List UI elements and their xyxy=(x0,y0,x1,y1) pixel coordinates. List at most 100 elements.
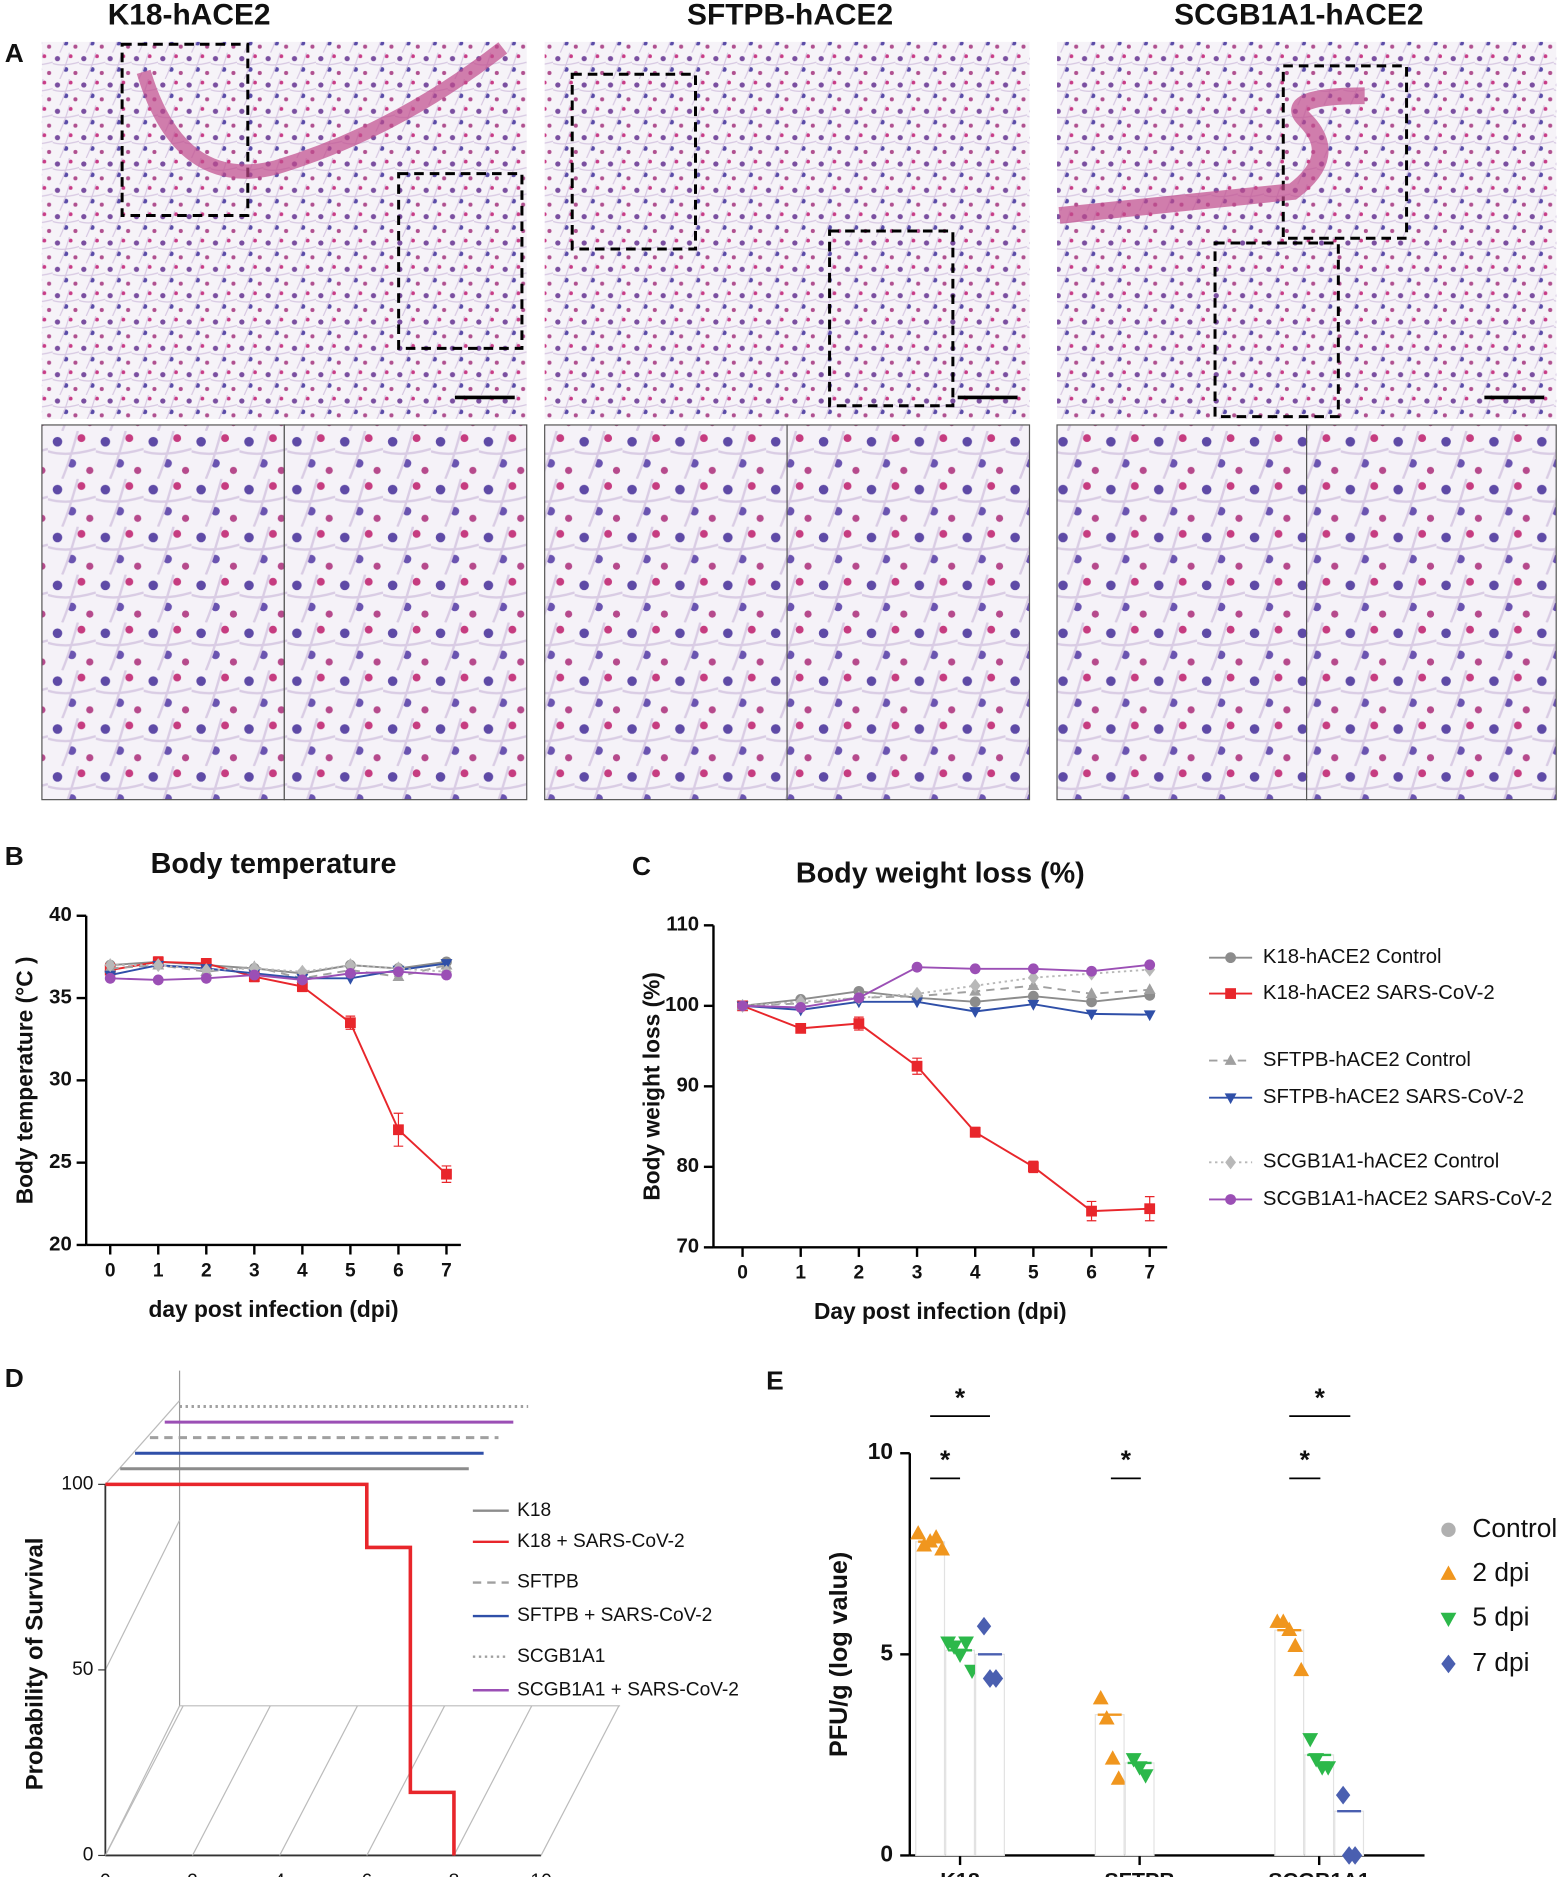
marker xyxy=(1027,963,1039,975)
legend-label: SFTPB xyxy=(517,1572,579,1593)
marker xyxy=(345,958,356,973)
y-tick-label: 10 xyxy=(868,1438,893,1464)
x-tick xyxy=(453,1705,533,1856)
x-tick xyxy=(279,1705,358,1856)
marker xyxy=(969,996,981,1008)
y-tick-label: 100 xyxy=(61,1473,93,1494)
marker xyxy=(1143,1010,1156,1022)
marker xyxy=(737,1000,748,1012)
marker xyxy=(393,1124,404,1136)
series-line xyxy=(110,970,447,981)
significance-label: * xyxy=(1315,1382,1326,1412)
y-axis-label: Body temperature (°C ) xyxy=(11,956,37,1204)
x-tick xyxy=(191,1705,271,1856)
panel-label: B xyxy=(5,841,24,871)
marker xyxy=(1225,1194,1236,1205)
y-tick-label: 5 xyxy=(880,1639,893,1665)
survival-curve xyxy=(105,1482,456,1856)
marker xyxy=(393,966,404,978)
significance-label: * xyxy=(1300,1445,1311,1475)
marker xyxy=(152,958,164,973)
marker xyxy=(910,1525,927,1540)
legend-label: K18 xyxy=(517,1500,551,1521)
x-tick-label: 7 xyxy=(1144,1263,1155,1284)
series-line xyxy=(742,968,1150,1007)
marker xyxy=(958,1636,974,1651)
marker xyxy=(1275,1613,1292,1628)
marker xyxy=(1092,1689,1109,1705)
marker xyxy=(1027,990,1039,1002)
y-tick-label: 50 xyxy=(72,1659,93,1680)
x-tick xyxy=(366,1705,446,1856)
legend-label: SCGB1A1-hACE2 Control xyxy=(1263,1151,1499,1173)
inset-box xyxy=(1281,64,1409,240)
legend-label: K18 + SARS-CoV-2 xyxy=(517,1531,685,1552)
marker xyxy=(911,961,923,973)
marker xyxy=(248,969,260,981)
significance-label: * xyxy=(940,1445,951,1475)
y-tick-label: 25 xyxy=(49,1151,72,1173)
x-tick-label: 0 xyxy=(100,1871,111,1877)
y-tick-label: 0 xyxy=(880,1840,893,1866)
micrograph-zoom xyxy=(1306,424,1557,801)
marker xyxy=(952,1648,968,1663)
marker xyxy=(934,1541,951,1556)
marker xyxy=(1144,959,1156,971)
y-axis-label: Body weight loss (%) xyxy=(639,972,665,1201)
x-tick-label: 3 xyxy=(249,1260,260,1281)
x-tick-label: 3 xyxy=(912,1263,923,1284)
y-tick-label: 70 xyxy=(676,1236,699,1258)
y-tick-label: 0 xyxy=(83,1845,94,1866)
mean-bar xyxy=(975,1653,1005,1857)
x-tick-label: SFTPB xyxy=(1104,1868,1175,1877)
x-tick-label: 0 xyxy=(105,1260,116,1281)
marker xyxy=(1440,1565,1457,1580)
series-line xyxy=(742,990,1150,1007)
marker xyxy=(441,969,452,981)
marker xyxy=(1441,1522,1456,1538)
legend-label: SCGB1A1 + SARS-CoV-2 xyxy=(517,1679,739,1700)
legend-label: SCGB1A1 xyxy=(517,1646,605,1667)
marker xyxy=(1347,1846,1363,1865)
x-tick-label: 8 xyxy=(449,1871,460,1877)
marker xyxy=(969,1007,982,1018)
marker xyxy=(1027,999,1040,1011)
marker xyxy=(104,972,116,984)
marker xyxy=(1225,988,1236,999)
marker xyxy=(1143,983,1156,995)
chart-title: Body temperature xyxy=(151,848,397,880)
x-tick-label: 6 xyxy=(361,1871,372,1877)
marker xyxy=(1293,1661,1310,1677)
x-tick-label: 2 xyxy=(187,1871,198,1877)
panel-label: C xyxy=(632,851,651,881)
marker xyxy=(345,1017,356,1029)
marker xyxy=(1287,1637,1304,1653)
marker xyxy=(1440,1612,1457,1628)
y-tick-label: 40 xyxy=(49,904,72,926)
y-tick-label: 20 xyxy=(49,1233,72,1255)
marker xyxy=(969,978,981,993)
marker xyxy=(1086,996,1097,1008)
y-tick-label: 30 xyxy=(49,1069,72,1091)
marker xyxy=(152,974,164,986)
image-title: SCGB1A1-hACE2 xyxy=(1174,0,1423,32)
series-line xyxy=(110,960,448,1175)
x-axis-label: day post infection (dpi) xyxy=(149,1296,399,1322)
x-tick-label: 4 xyxy=(297,1260,308,1281)
marker xyxy=(1281,1621,1298,1636)
x-tick-label: 0 xyxy=(737,1263,748,1284)
marker xyxy=(441,1168,452,1180)
marker xyxy=(1104,1750,1121,1765)
micrograph xyxy=(41,41,527,419)
y-tick-label: 90 xyxy=(676,1075,699,1097)
marker xyxy=(795,1002,807,1013)
legend-label: K18-hACE2 SARS-CoV-2 xyxy=(1263,982,1495,1004)
marker xyxy=(928,1529,945,1544)
x-tick-label: 1 xyxy=(153,1260,164,1281)
marker xyxy=(1086,1205,1097,1217)
marker xyxy=(1308,1753,1325,1768)
marker xyxy=(1335,1785,1351,1805)
marker xyxy=(1302,1733,1319,1748)
x-tick-label: 6 xyxy=(393,1260,404,1281)
marker xyxy=(1085,1009,1098,1021)
